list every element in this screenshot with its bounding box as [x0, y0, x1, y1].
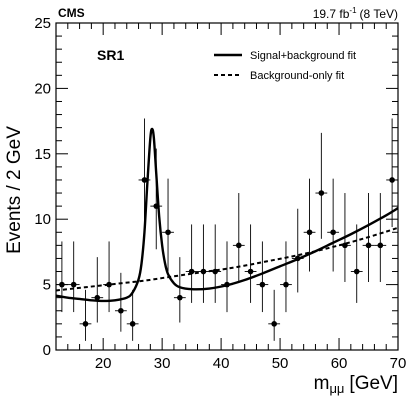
data-point — [177, 294, 183, 301]
data-point — [271, 321, 277, 327]
x-tick-label: 40 — [213, 355, 230, 372]
x-axis-title-main: m — [314, 373, 330, 394]
data-point — [294, 255, 301, 262]
lumi-value: 19.7 fb — [313, 7, 350, 21]
data-point — [165, 229, 171, 236]
data-point-group — [162, 178, 174, 272]
data-point — [59, 281, 65, 288]
y-axis-title: Events / 2 GeV — [4, 126, 25, 254]
data-point-group — [291, 208, 304, 293]
x-tick-label: 60 — [331, 355, 348, 372]
data-point-group — [67, 241, 80, 313]
data-point — [353, 268, 360, 275]
y-tick-label: 0 — [43, 342, 51, 359]
data-point-group — [79, 289, 92, 341]
data-point-group — [197, 224, 210, 303]
data-point-group — [221, 241, 233, 313]
legend-label-signal-background: Signal+background fit — [250, 50, 356, 62]
lumi-superscript: -1 — [349, 6, 357, 15]
signal-background-fit-layer — [55, 127, 399, 303]
data-point — [82, 321, 89, 327]
data-point-group — [327, 178, 340, 272]
legend: Signal+background fit Background-only fi… — [214, 50, 356, 82]
data-point-group — [280, 241, 292, 313]
data-point — [118, 307, 124, 314]
x-tick-label: 70 — [390, 355, 407, 372]
data-point — [259, 281, 266, 288]
data-point — [247, 268, 254, 275]
data-point — [224, 281, 230, 288]
data-point-group — [232, 193, 245, 282]
data-point-group — [185, 224, 198, 303]
y-tick-label: 25 — [34, 15, 51, 32]
experiment-label: CMS — [58, 6, 85, 20]
data-point — [94, 294, 101, 301]
signal-background-fit-curve — [55, 127, 399, 303]
data-point-group — [173, 257, 186, 323]
data-point — [141, 177, 148, 183]
y-tick-label: 20 — [34, 80, 51, 97]
data-point-group — [126, 289, 139, 341]
data-point-group — [209, 224, 222, 303]
data-point — [70, 281, 77, 288]
data-point-group — [256, 241, 269, 313]
data-point — [342, 242, 348, 249]
data-point — [212, 268, 219, 275]
data-point — [200, 268, 207, 275]
region-label: SR1 — [97, 47, 124, 63]
data-point — [318, 190, 325, 196]
data-point-group — [138, 118, 151, 228]
plot-area — [55, 22, 399, 351]
y-axis: 0 5 10 15 20 25 — [34, 15, 398, 359]
data-point-group — [56, 241, 68, 313]
x-tick-label: 30 — [154, 355, 171, 372]
x-tick-label: 20 — [95, 355, 112, 372]
y-tick-label: 10 — [34, 211, 51, 228]
data-point-group — [339, 193, 351, 282]
y-tick-label: 15 — [34, 146, 51, 163]
data-point-group — [150, 148, 163, 250]
data-point-group — [350, 224, 363, 303]
data-point — [389, 177, 395, 183]
x-axis-title: mμμ [GeV] — [314, 373, 398, 396]
y-tick-label: 5 — [43, 277, 51, 294]
data-point-group — [103, 241, 115, 313]
data-point — [235, 242, 242, 249]
data-point-group — [386, 118, 398, 228]
data-point-group — [315, 132, 328, 239]
data-point-group — [114, 272, 127, 332]
data-point-group — [362, 193, 375, 282]
data-point — [153, 203, 160, 209]
luminosity-label: 19.7 fb-1 (8 TeV) — [313, 6, 398, 21]
data-point — [106, 281, 112, 288]
x-axis-title-sub: μμ — [329, 381, 344, 396]
data-point — [129, 321, 136, 327]
data-point-group — [268, 289, 281, 341]
data-point — [283, 281, 289, 288]
data-point — [377, 242, 384, 249]
data-point — [365, 242, 372, 249]
data-point-group — [303, 178, 316, 272]
x-tick-label: 50 — [272, 355, 289, 372]
x-axis-title-unit: [GeV] — [349, 373, 398, 394]
data-point-group — [374, 193, 387, 282]
plot-frame — [55, 22, 399, 351]
x-axis: 20 30 40 50 60 70 — [55, 23, 407, 372]
data-points-layer — [56, 118, 398, 341]
data-point — [188, 268, 195, 275]
data-point — [330, 229, 336, 236]
data-point — [306, 229, 313, 236]
lumi-energy: (8 TeV) — [360, 7, 398, 21]
legend-label-background-only: Background-only fit — [250, 70, 344, 82]
data-point-group — [244, 224, 257, 303]
data-point-group — [91, 257, 104, 323]
